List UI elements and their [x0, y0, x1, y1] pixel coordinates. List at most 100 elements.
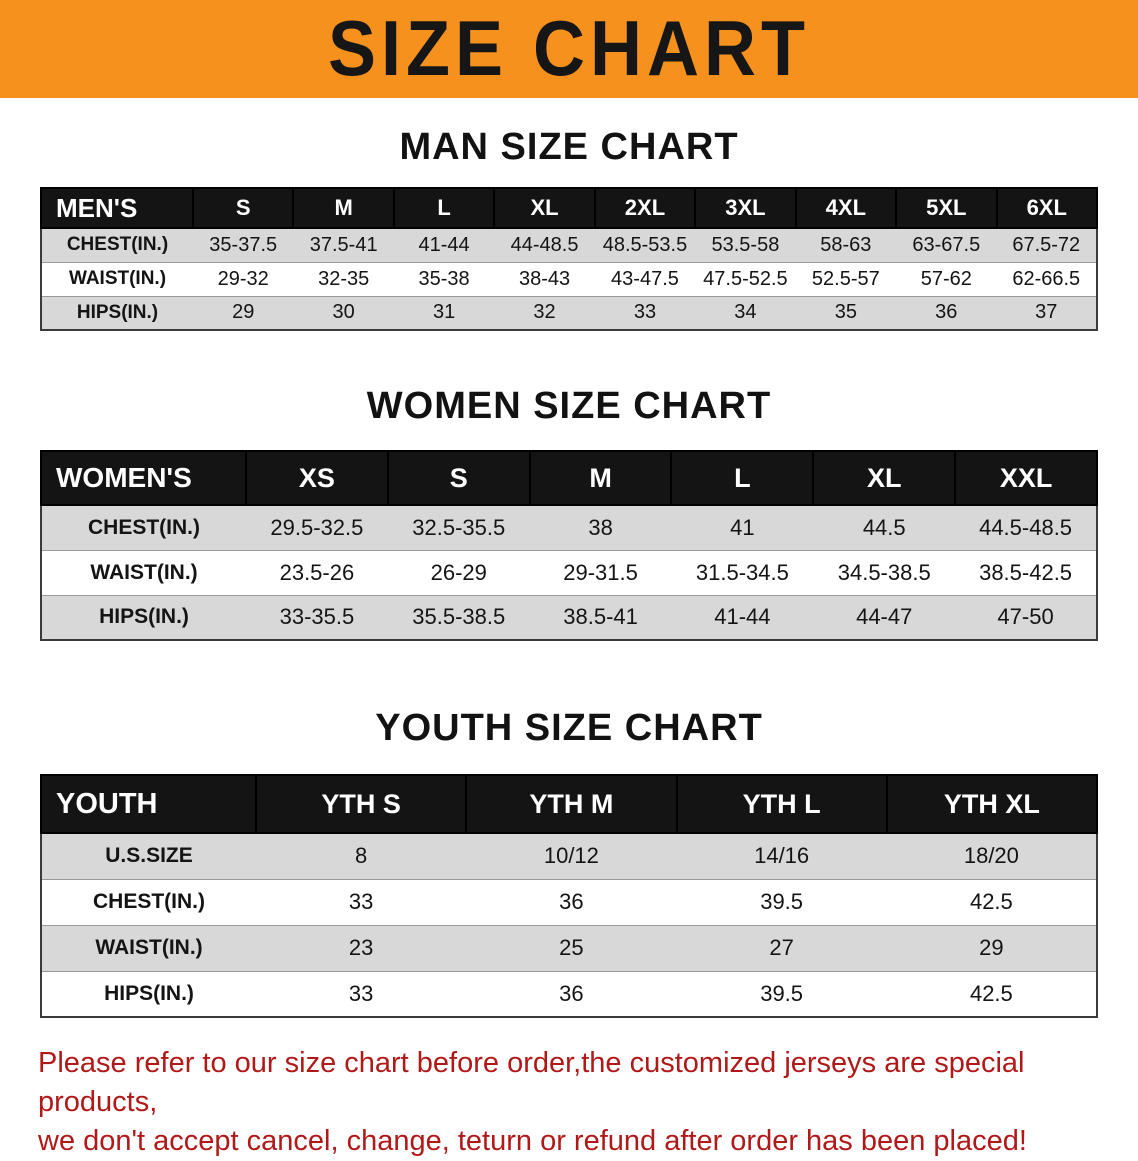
value-cell: 32.5-35.5: [387, 504, 530, 551]
value-cell: 14/16: [676, 832, 887, 880]
value-cell: 38.5-42.5: [955, 549, 1097, 596]
value-cell: 35.5-38.5: [387, 594, 530, 641]
value-cell: 48.5-53.5: [594, 227, 696, 263]
value-cell: 36: [466, 970, 677, 1018]
value-cell: 33: [594, 295, 696, 331]
measurement-row: WAIST(IN.) 29-32 32-35 35-38 38-43 43-47.5 47.…: [41, 261, 1097, 297]
value-cell: 35-38: [393, 261, 495, 297]
value-cell: 38: [529, 504, 672, 551]
size-header-cell: YTH XL: [885, 774, 1099, 834]
value-cell: 67.5-72: [996, 227, 1097, 263]
size-header-cell: XXL: [954, 450, 1098, 506]
measurement-row: HIPS(IN.) 29 30 31 32 33 34 35 36 37: [41, 295, 1097, 331]
value-cell: 29-31.5: [529, 549, 672, 596]
youth-size-chart-section: YOUTH SIZE CHART YOUTH YTH S YTH M YTH L YTH…: [0, 707, 1138, 1018]
table-title-cell: WOMEN'S: [40, 450, 247, 506]
value-cell: 27: [676, 924, 887, 972]
value-cell: 42.5: [886, 970, 1097, 1018]
size-header-cell: XS: [245, 450, 389, 506]
value-cell: 41: [671, 504, 814, 551]
notice-line-1: Please refer to our size chart before or…: [38, 1047, 1025, 1119]
value-cell: 44-47: [813, 594, 956, 641]
row-label-cell: CHEST(IN.): [41, 878, 256, 926]
size-header-cell: L: [392, 187, 496, 229]
measurement-row: WAIST(IN.) 23 25 27 29: [41, 924, 1097, 972]
value-cell: 33: [256, 970, 467, 1018]
value-cell: 34: [695, 295, 796, 331]
measurement-row: HIPS(IN.) 33 36 39.5 42.5: [41, 970, 1097, 1018]
size-header-cell: YTH S: [254, 774, 468, 834]
value-cell: 44.5-48.5: [955, 504, 1097, 551]
page-title: SIZE CHART: [328, 5, 810, 93]
footer-notice: Please refer to our size chart before or…: [38, 1044, 1100, 1161]
value-cell: 47-50: [955, 594, 1097, 641]
row-label-cell: WAIST(IN.): [41, 549, 246, 596]
value-cell: 8: [256, 832, 467, 880]
value-cell: 38.5-41: [529, 594, 672, 641]
value-cell: 35-37.5: [193, 227, 294, 263]
women-size-chart-section: WOMEN SIZE CHART WOMEN'S XS S M L XL XXL CHEST(…: [0, 385, 1138, 641]
value-cell: 36: [896, 295, 997, 331]
value-cell: 41-44: [393, 227, 495, 263]
row-label-cell: HIPS(IN.): [41, 295, 193, 331]
measurement-row: CHEST(IN.) 33 36 39.5 42.5: [41, 878, 1097, 926]
value-cell: 32: [494, 295, 595, 331]
measurement-row: CHEST(IN.) 35-37.5 37.5-41 41-44 44-48.5 48.5…: [41, 227, 1097, 263]
value-cell: 23: [256, 924, 467, 972]
value-cell: 57-62: [896, 261, 997, 297]
value-cell: 37.5-41: [293, 227, 394, 263]
value-cell: 43-47.5: [594, 261, 696, 297]
value-cell: 37: [996, 295, 1097, 331]
size-header-cell: L: [670, 450, 815, 506]
row-label-cell: CHEST(IN.): [41, 227, 193, 263]
value-cell: 53.5-58: [695, 227, 796, 263]
value-cell: 52.5-57: [795, 261, 897, 297]
table-title-cell: MEN'S: [40, 187, 194, 229]
value-cell: 34.5-38.5: [813, 549, 956, 596]
size-header-cell: YTH L: [675, 774, 888, 834]
value-cell: 31: [393, 295, 495, 331]
size-header-cell: YTH M: [465, 774, 678, 834]
value-cell: 23.5-26: [246, 549, 388, 596]
size-header-cell: M: [292, 187, 395, 229]
women-size-table: WOMEN'S XS S M L XL XXL CHEST(IN.) 29.5-32.5 32.5…: [40, 450, 1098, 641]
value-cell: 36: [466, 878, 677, 926]
notice-line-2: we don't accept cancel, change, teturn o…: [38, 1125, 1027, 1158]
value-cell: 18/20: [886, 832, 1097, 880]
table-title-cell: YOUTH: [40, 774, 257, 834]
row-label-cell: HIPS(IN.): [41, 594, 246, 641]
value-cell: 39.5: [676, 970, 887, 1018]
women-size-chart-heading: WOMEN SIZE CHART: [366, 385, 772, 427]
value-cell: 33: [256, 878, 467, 926]
measurement-row: WAIST(IN.) 23.5-26 26-29 29-31.5 31.5-34.5 34…: [41, 549, 1097, 596]
value-cell: 29: [886, 924, 1097, 972]
value-cell: 10/12: [466, 832, 677, 880]
man-size-table: MEN'S S M L XL 2XL 3XL 4XL 5XL 6XL CHEST(IN.) 35-37…: [40, 187, 1098, 331]
value-cell: 33-35.5: [246, 594, 388, 641]
value-cell: 26-29: [387, 549, 530, 596]
row-label-cell: CHEST(IN.): [41, 504, 246, 551]
value-cell: 30: [293, 295, 394, 331]
size-header-cell: S: [191, 187, 295, 229]
value-cell: 58-63: [795, 227, 897, 263]
measurement-row: CHEST(IN.) 29.5-32.5 32.5-35.5 38 41 44.5 44.5…: [41, 504, 1097, 551]
youth-size-chart-heading: YOUTH SIZE CHART: [375, 707, 763, 749]
size-header-cell: M: [528, 450, 673, 506]
value-cell: 38-43: [494, 261, 595, 297]
table-header-row: MEN'S S M L XL 2XL 3XL 4XL 5XL 6XL: [40, 187, 1098, 229]
youth-size-table: YOUTH YTH S YTH M YTH L YTH XL U.S.SIZE 8 10/12…: [40, 774, 1099, 1018]
size-header-cell: XL: [812, 450, 957, 506]
size-header-cell: 6XL: [995, 187, 1098, 229]
value-cell: 44-48.5: [494, 227, 595, 263]
value-cell: 44.5: [813, 504, 956, 551]
measurement-row: HIPS(IN.) 33-35.5 35.5-38.5 38.5-41 41-44 44-…: [41, 594, 1097, 641]
row-label-cell: WAIST(IN.): [41, 261, 193, 297]
value-cell: 29.5-32.5: [246, 504, 388, 551]
value-cell: 39.5: [676, 878, 887, 926]
size-header-cell: S: [386, 450, 531, 506]
size-header-cell: 2XL: [593, 187, 697, 229]
value-cell: 32-35: [293, 261, 394, 297]
size-header-cell: 4XL: [794, 187, 898, 229]
banner: SIZE CHART: [0, 0, 1138, 98]
value-cell: 35: [795, 295, 897, 331]
